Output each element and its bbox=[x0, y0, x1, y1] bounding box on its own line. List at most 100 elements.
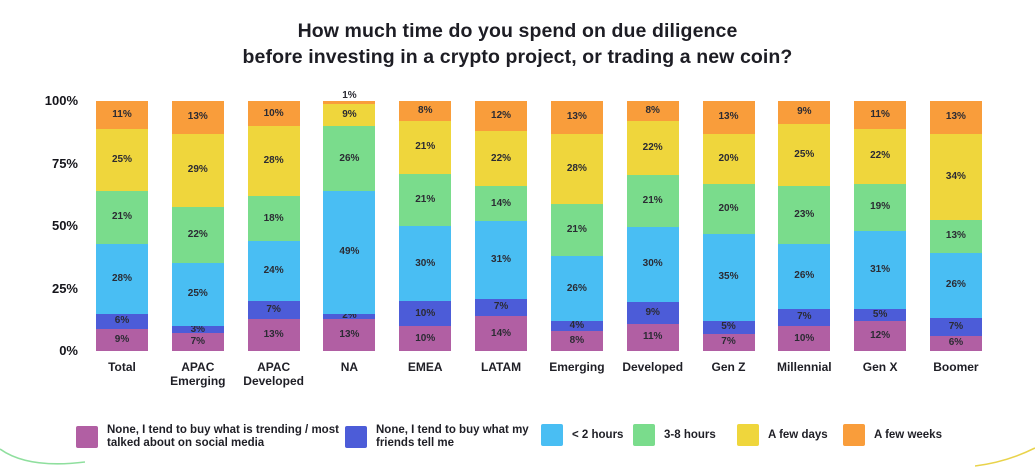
segment-value-label: 22% bbox=[642, 142, 663, 154]
bar-segment: 28% bbox=[550, 133, 603, 204]
segment-value-label: 10% bbox=[415, 307, 436, 319]
bar-stack: 8% 4% 26% 21% 28% 13% bbox=[550, 101, 603, 351]
segment-value-label: 14% bbox=[491, 327, 512, 339]
bar-segment: 21% bbox=[550, 203, 603, 256]
segment-value-label: 12% bbox=[870, 330, 891, 341]
segment-value-label: 6% bbox=[948, 337, 964, 349]
segment-value-label: 28% bbox=[566, 162, 587, 174]
bar-segment: 6% bbox=[96, 313, 148, 329]
category-label: Emerging bbox=[549, 360, 605, 374]
segment-value-label: 30% bbox=[415, 257, 436, 269]
bar-stack: 14% 7% 31% 14% 22% 12% bbox=[475, 101, 528, 351]
legend-label: None, I tend to buy what my friends tell… bbox=[376, 424, 529, 449]
bar-segment: 23% bbox=[778, 186, 831, 244]
segment-value-label: 25% bbox=[187, 288, 208, 300]
segment-value-label: 7% bbox=[493, 301, 509, 313]
bar-segment: 30% bbox=[399, 226, 452, 301]
bar-segment: 21% bbox=[626, 175, 679, 228]
y-axis-tick: 100% bbox=[44, 93, 78, 108]
segment-value-label: 7% bbox=[190, 336, 206, 348]
legend-label: A few weeks bbox=[874, 428, 942, 441]
legend-swatch bbox=[737, 424, 759, 446]
bar-segment: 12% bbox=[475, 101, 528, 131]
bar-segment: 9% bbox=[96, 328, 148, 351]
bar-column: 14% 7% 31% 14% 22% 12% LATAM bbox=[475, 101, 528, 374]
bar-column: 6% 7% 26% 13% 34% 13% Boomer bbox=[929, 101, 982, 374]
bar-segment: 9% bbox=[323, 103, 376, 126]
y-axis-tick: 50% bbox=[51, 218, 78, 233]
segment-value-label: 30% bbox=[642, 258, 663, 270]
segment-value-label: 13% bbox=[718, 111, 739, 123]
segment-value-label: 9% bbox=[645, 306, 660, 318]
category-label: Developed bbox=[622, 360, 684, 374]
bar-segment: 26% bbox=[778, 243, 831, 309]
category-label: Millennial bbox=[776, 360, 832, 374]
segment-value-label: 14% bbox=[491, 197, 512, 209]
legend-label: None, I tend to buy what is trending / m… bbox=[107, 424, 339, 449]
segment-value-label: 12% bbox=[491, 110, 512, 121]
bar-stack: 10% 10% 30% 21% 21% 8% bbox=[399, 101, 452, 351]
bar-segment: 26% bbox=[323, 126, 376, 191]
legend-label: 3-8 hours bbox=[664, 428, 716, 441]
segment-value-label: 23% bbox=[794, 208, 815, 220]
segment-value-label: 6% bbox=[114, 315, 130, 326]
segment-value-label: 8% bbox=[418, 105, 433, 116]
bar-column: 10% 10% 30% 21% 21% 8% EMEA bbox=[399, 101, 452, 374]
segment-value-label: 26% bbox=[794, 270, 815, 281]
segment-value-label: 13% bbox=[945, 230, 966, 242]
category-label: EMEA bbox=[407, 360, 443, 374]
segment-value-label: 31% bbox=[870, 263, 891, 275]
segment-value-label: 9% bbox=[342, 108, 357, 120]
segment-value-label: 31% bbox=[491, 253, 512, 265]
legend-swatch bbox=[843, 424, 865, 446]
segment-value-label: 21% bbox=[642, 195, 663, 207]
segment-value-label: 22% bbox=[187, 228, 208, 240]
bar-segment: 7% bbox=[475, 298, 528, 316]
legend-swatch bbox=[541, 424, 563, 446]
bar-segment: 22% bbox=[854, 128, 907, 184]
bar-segment: 7% bbox=[247, 301, 300, 319]
segment-value-label: 21% bbox=[415, 193, 436, 205]
segment-value-label: 13% bbox=[566, 111, 587, 123]
chart-title: How much time do you spend on due dilige… bbox=[0, 18, 1035, 70]
segment-value-label: 8% bbox=[645, 104, 660, 116]
y-axis-tick: 75% bbox=[51, 155, 78, 171]
legend-item: None, I tend to buy what my friends tell… bbox=[345, 424, 554, 450]
bar-segment: 24% bbox=[247, 241, 300, 301]
bar-segment: 13% bbox=[702, 101, 755, 134]
bar-segment: 13% bbox=[247, 318, 300, 351]
bar-segment: 2% bbox=[323, 311, 376, 321]
bar-segment: 8% bbox=[399, 101, 452, 121]
segment-value-label: 9% bbox=[114, 333, 130, 345]
decorative-curve-left bbox=[0, 448, 85, 465]
bar-segment: 20% bbox=[702, 133, 755, 184]
segment-value-label: 9% bbox=[797, 106, 812, 118]
bar-stack: 10% 7% 26% 23% 25% 9% bbox=[778, 101, 831, 351]
bar-segment: 13% bbox=[929, 101, 982, 134]
bar-segment: 21% bbox=[96, 191, 148, 244]
legend-label: < 2 hours bbox=[572, 428, 624, 441]
bar-segment: 10% bbox=[778, 326, 831, 351]
bar-segment: 20% bbox=[702, 183, 755, 234]
segment-value-label: 20% bbox=[718, 152, 739, 164]
chart-title-line1: How much time do you spend on due dilige… bbox=[297, 20, 738, 42]
bar-segment: 21% bbox=[399, 173, 452, 226]
bar-column: 7% 5% 35% 20% 20% 13% Gen Z bbox=[702, 101, 755, 374]
bar-segment: 9% bbox=[626, 301, 679, 324]
segment-value-label: 19% bbox=[870, 201, 891, 213]
category-label: NA bbox=[340, 360, 359, 374]
bar-segment: 6% bbox=[929, 335, 982, 351]
bar-stack: 12% 5% 31% 19% 22% 11% bbox=[854, 101, 907, 351]
bar-segment: 31% bbox=[475, 221, 528, 299]
segment-value-label: 35% bbox=[718, 271, 739, 283]
category-label: LATAM bbox=[480, 360, 522, 374]
bar-column: 13% 2% 49% 26% 9% 1% NA bbox=[323, 91, 376, 374]
bar-segment: 34% bbox=[929, 133, 982, 220]
bar-segment: 25% bbox=[778, 123, 831, 186]
segment-value-label: 28% bbox=[263, 155, 284, 166]
legend-item: A few weeks bbox=[843, 424, 942, 446]
bar-segment: 7% bbox=[702, 333, 755, 351]
bar-segment: 5% bbox=[854, 308, 907, 321]
segment-value-label: 10% bbox=[794, 332, 815, 344]
